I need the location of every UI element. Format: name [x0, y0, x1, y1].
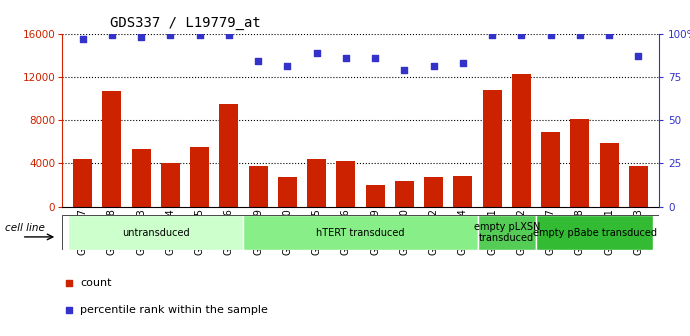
Bar: [337, 161, 355, 207]
Bar: [244, 215, 477, 250]
Point: [399, 67, 410, 73]
Point: [165, 33, 176, 38]
Point: [77, 36, 88, 41]
Text: untransduced: untransduced: [122, 228, 190, 238]
Point: [282, 64, 293, 69]
Bar: [424, 177, 443, 207]
Bar: [278, 177, 297, 207]
Bar: [190, 147, 209, 207]
Bar: [102, 91, 121, 207]
Text: GDS337 / L19779_at: GDS337 / L19779_at: [110, 16, 261, 30]
Text: empty pLXSN
transduced: empty pLXSN transduced: [473, 222, 540, 244]
Point: [63, 307, 75, 313]
Text: cell line: cell line: [5, 223, 45, 234]
Point: [545, 33, 556, 38]
Point: [486, 33, 497, 38]
Bar: [477, 215, 536, 250]
Bar: [161, 163, 180, 207]
Text: count: count: [80, 278, 112, 288]
Point: [194, 33, 205, 38]
Point: [370, 55, 381, 60]
Bar: [512, 74, 531, 207]
Point: [633, 53, 644, 59]
Point: [106, 33, 117, 38]
Bar: [571, 119, 589, 207]
Point: [224, 33, 235, 38]
Point: [135, 34, 146, 40]
Point: [311, 50, 322, 55]
Bar: [73, 159, 92, 207]
Bar: [395, 181, 414, 207]
Point: [253, 58, 264, 64]
Bar: [132, 149, 150, 207]
Point: [428, 64, 440, 69]
Bar: [219, 104, 238, 207]
Bar: [453, 176, 473, 207]
Text: percentile rank within the sample: percentile rank within the sample: [80, 305, 268, 315]
Bar: [483, 90, 502, 207]
Point: [604, 33, 615, 38]
Bar: [248, 166, 268, 207]
Point: [63, 280, 75, 286]
Point: [575, 33, 586, 38]
Bar: [366, 185, 384, 207]
Text: empty pBabe transduced: empty pBabe transduced: [533, 228, 657, 238]
Bar: [600, 143, 619, 207]
Point: [340, 55, 351, 60]
Bar: [541, 132, 560, 207]
Bar: [629, 166, 648, 207]
Point: [457, 60, 469, 66]
Bar: [68, 215, 244, 250]
Bar: [536, 215, 653, 250]
Text: hTERT transduced: hTERT transduced: [316, 228, 405, 238]
Point: [516, 33, 527, 38]
Bar: [307, 159, 326, 207]
